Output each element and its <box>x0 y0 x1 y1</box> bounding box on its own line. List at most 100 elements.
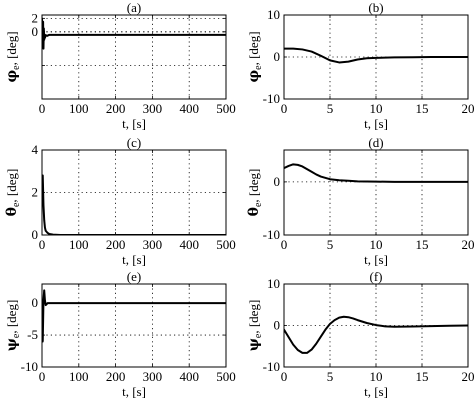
x-axis-label: t, [s] <box>122 384 146 399</box>
x-tick-label: 500 <box>216 101 236 116</box>
y-tick-label: -10 <box>21 359 38 374</box>
x-axis-label: t, [s] <box>364 384 388 399</box>
y-axis-subscript: e <box>11 202 22 207</box>
series-line <box>42 289 226 343</box>
x-axis-label: t, [s] <box>122 252 146 267</box>
y-axis-unit: , [deg] <box>246 300 261 334</box>
y-axis-unit: , [deg] <box>246 31 261 65</box>
x-tick-label: 0 <box>39 101 46 116</box>
series-line <box>42 174 226 235</box>
panel-title: (d) <box>368 135 383 150</box>
y-tick-label: 10 <box>267 7 280 22</box>
x-tick-label: 100 <box>69 369 89 384</box>
x-tick-label: 20 <box>462 369 474 384</box>
y-axis-symbol: φ <box>246 70 262 83</box>
panel-c: 0 100 200 300 400 500 0 2 4 (c) t, [s] θe, [deg] <box>4 135 236 267</box>
x-tick-label: 10 <box>370 369 383 384</box>
y-axis-unit: , [deg] <box>246 169 261 203</box>
x-tick-label: 300 <box>143 369 163 384</box>
y-axis-symbol: θ <box>4 207 20 216</box>
panel-title: (a) <box>127 0 141 15</box>
series-line <box>284 163 468 183</box>
y-axis-unit: , [deg] <box>4 169 19 203</box>
x-tick-label: 500 <box>216 237 236 252</box>
y-axis-unit: , [deg] <box>4 31 19 65</box>
x-tick-label: 200 <box>106 237 126 252</box>
x-tick-label: 300 <box>143 101 163 116</box>
x-axis-label: t, [s] <box>364 116 388 131</box>
x-tick-label: 10 <box>370 237 383 252</box>
plot-frame <box>283 149 469 236</box>
x-tick-label: 100 <box>69 101 89 116</box>
series-line <box>284 315 468 354</box>
y-tick-label: 0 <box>32 295 39 310</box>
x-tick-label: 0 <box>281 369 288 384</box>
x-tick-label: 5 <box>327 101 334 116</box>
x-tick-label: 400 <box>179 237 199 252</box>
x-tick-label: 10 <box>370 101 383 116</box>
y-axis-label: ψe, [deg] <box>246 300 264 352</box>
x-tick-label: 15 <box>416 101 429 116</box>
y-tick-label: -10 <box>263 91 280 106</box>
x-axis-label: t, [s] <box>364 252 388 267</box>
x-tick-label: 15 <box>416 369 429 384</box>
x-tick-label: 0 <box>39 237 46 252</box>
y-axis-symbol: ψ <box>246 338 262 351</box>
series-line <box>42 17 226 50</box>
y-axis-subscript: e <box>253 65 264 70</box>
x-tick-label: 0 <box>39 369 46 384</box>
x-tick-label: 400 <box>179 369 199 384</box>
y-axis-unit: , [deg] <box>4 300 19 334</box>
x-tick-label: 5 <box>327 369 334 384</box>
y-axis-symbol: ψ <box>4 338 20 351</box>
y-tick-label: -10 <box>263 359 280 374</box>
y-axis-subscript: e <box>253 333 264 338</box>
panel-title: (b) <box>368 0 383 15</box>
y-tick-label: 10 <box>267 276 280 291</box>
y-axis-subscript: e <box>11 65 22 70</box>
x-tick-label: 200 <box>106 369 126 384</box>
y-axis-symbol: θ <box>246 207 262 216</box>
panel-title: (f) <box>370 269 383 284</box>
y-axis-label: φe, [deg] <box>4 31 22 82</box>
y-tick-label: 2 <box>32 10 39 25</box>
y-axis-label: θe, [deg] <box>246 169 264 217</box>
x-tick-label: 20 <box>462 101 474 116</box>
panel-title: (c) <box>127 135 141 150</box>
panel-d: 0 5 10 15 20-100(d)t, [s]θe, [deg] <box>246 135 474 267</box>
x-axis-label: t, [s] <box>122 116 146 131</box>
plot-frame <box>41 283 227 368</box>
panel-e: 0 100 200 300 400 500 -10 -5 0 (e) t, [s] ψe, [deg] <box>4 269 236 399</box>
y-axis-subscript: e <box>11 333 22 338</box>
x-tick-label: 100 <box>69 237 89 252</box>
y-axis-label: θe, [deg] <box>4 169 22 217</box>
y-axis-label: ψe, [deg] <box>4 300 22 352</box>
y-tick-label: 0 <box>274 174 281 189</box>
y-tick-label: 4 <box>32 142 39 157</box>
x-tick-label: 400 <box>179 101 199 116</box>
y-axis-label: φe, [deg] <box>246 31 264 82</box>
x-tick-label: 20 <box>462 237 474 252</box>
y-tick-label: 0 <box>274 49 281 64</box>
y-tick-label: 0 <box>274 318 281 333</box>
x-tick-label: 0 <box>281 237 288 252</box>
y-axis-subscript: e <box>253 202 264 207</box>
y-tick-label: 2 <box>32 185 39 200</box>
x-tick-label: 5 <box>327 237 334 252</box>
x-tick-label: 15 <box>416 237 429 252</box>
x-tick-label: 300 <box>143 237 163 252</box>
y-tick-label: 0 <box>32 24 39 39</box>
plot-frame <box>41 14 227 100</box>
y-axis-symbol: φ <box>4 70 20 83</box>
series-line <box>284 47 468 64</box>
x-tick-label: 500 <box>216 369 236 384</box>
x-tick-label: 0 <box>281 101 288 116</box>
y-tick-label: -5 <box>27 327 38 342</box>
panel-title: (e) <box>127 269 141 284</box>
y-tick-label: -10 <box>263 227 280 242</box>
x-tick-label: 200 <box>106 101 126 116</box>
